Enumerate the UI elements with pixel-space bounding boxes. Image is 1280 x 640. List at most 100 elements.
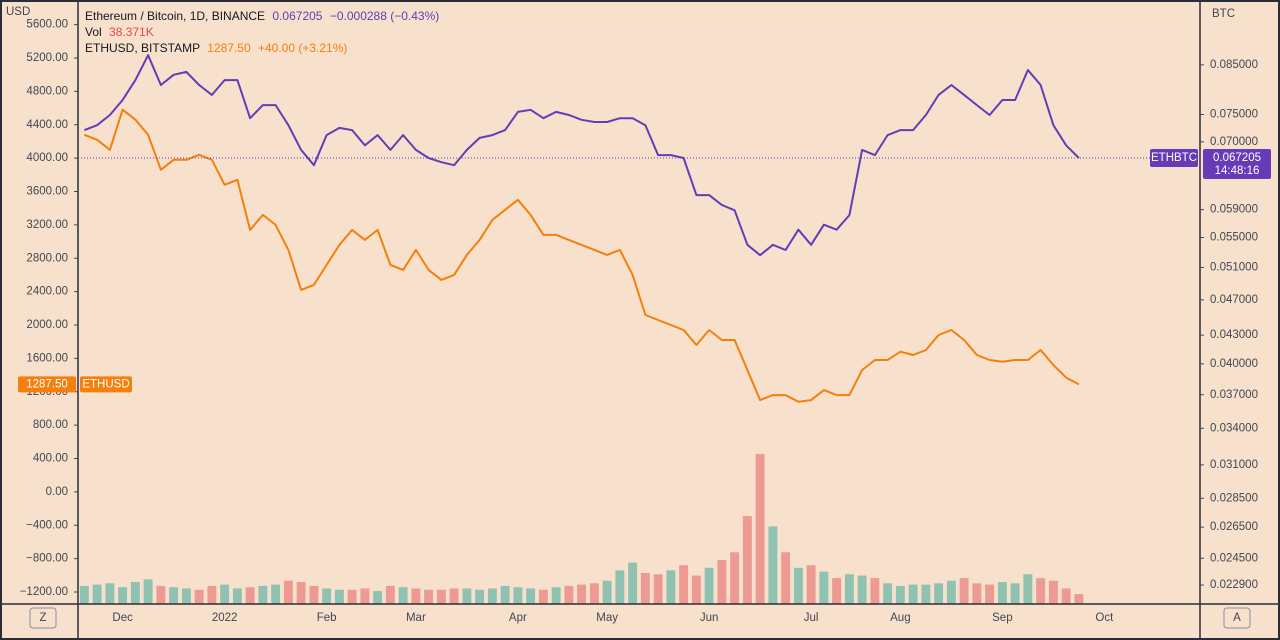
price-tag bbox=[18, 376, 76, 393]
volume-bar bbox=[730, 552, 740, 604]
legend-title: Ethereum / Bitcoin, 1D, BINANCE bbox=[85, 9, 265, 23]
volume-bar bbox=[181, 588, 191, 604]
volume-bar bbox=[577, 584, 587, 604]
volume-bar bbox=[500, 585, 510, 604]
volume-bar bbox=[105, 583, 115, 604]
x-tick-label: May bbox=[596, 612, 618, 624]
button-frame[interactable] bbox=[1223, 607, 1251, 629]
volume-bar bbox=[589, 583, 599, 604]
y2-axis-title: BTC bbox=[1212, 8, 1235, 20]
legend-price: 38.371K bbox=[109, 25, 154, 39]
y-tick-label: 2800.00 bbox=[26, 252, 68, 264]
legend-row: Vol 38.371K bbox=[85, 25, 154, 39]
price-tag-value: 0.067205 bbox=[1213, 152, 1261, 164]
volume-bar bbox=[283, 580, 293, 604]
y-tick-label: 4400.00 bbox=[26, 119, 68, 131]
volume-bar bbox=[679, 565, 689, 604]
volume-bar bbox=[194, 589, 204, 604]
auto-button[interactable]: A bbox=[1233, 612, 1241, 624]
price-tag-name: ETHUSD bbox=[82, 378, 129, 390]
volume-bar bbox=[755, 454, 765, 604]
volume-bar bbox=[742, 516, 752, 604]
volume-bar bbox=[424, 589, 434, 604]
volume-bar bbox=[1074, 594, 1084, 604]
x-tick-label: Apr bbox=[509, 612, 527, 624]
volume-bar bbox=[156, 585, 166, 604]
volume-bar bbox=[1048, 580, 1058, 604]
volume-bar bbox=[793, 567, 803, 604]
volume-bar bbox=[653, 574, 663, 604]
volume-bar bbox=[398, 587, 408, 604]
volume-bar bbox=[870, 578, 880, 604]
volume-bar bbox=[1061, 588, 1071, 604]
y-tick-label: −1200.00 bbox=[20, 586, 68, 598]
y2-tick-label: 0.037000 bbox=[1210, 389, 1258, 401]
volume-bar bbox=[309, 585, 319, 604]
x-tick-label: Sep bbox=[992, 612, 1012, 624]
y2-tick-label: 0.070000 bbox=[1210, 136, 1258, 148]
y-tick-label: 0.00 bbox=[46, 486, 68, 498]
x-tick-label: Jul bbox=[804, 612, 819, 624]
volume-bar bbox=[347, 589, 357, 604]
price-tag-name: ETHBTC bbox=[1151, 152, 1197, 164]
x-tick-label: Dec bbox=[112, 612, 133, 624]
y2-tick-label: 0.028500 bbox=[1210, 492, 1258, 504]
y-tick-label: −800.00 bbox=[26, 553, 68, 565]
y2-tick-label: 0.026500 bbox=[1210, 521, 1258, 533]
volume-bar bbox=[691, 575, 701, 604]
y2-tick-label: 0.040000 bbox=[1210, 358, 1258, 370]
y-tick-label: 4800.00 bbox=[26, 85, 68, 97]
volume-bar bbox=[296, 582, 306, 604]
x-tick-label: Aug bbox=[890, 612, 910, 624]
scale-button[interactable]: Z bbox=[39, 612, 46, 624]
volume-bar bbox=[985, 584, 995, 604]
volume-bar bbox=[207, 585, 217, 604]
volume-bar bbox=[806, 565, 816, 604]
y2-tick-label: 0.047000 bbox=[1210, 294, 1258, 306]
y2-tick-label: 0.075000 bbox=[1210, 109, 1258, 121]
y-tick-label: 400.00 bbox=[33, 453, 68, 465]
y2-tick-label: 0.043000 bbox=[1210, 329, 1258, 341]
volume-bar bbox=[959, 578, 969, 604]
y2-tick-label: 0.034000 bbox=[1210, 422, 1258, 434]
volume-bar bbox=[781, 552, 791, 604]
series-line bbox=[84, 54, 1080, 257]
legend-title: ETHUSD, BITSTAMP bbox=[85, 41, 200, 55]
y2-tick-label: 0.024500 bbox=[1210, 552, 1258, 564]
volume-bar bbox=[92, 584, 102, 604]
price-tag-value: 1287.50 bbox=[26, 378, 68, 390]
volume-bar bbox=[844, 574, 854, 604]
legend-price: 1287.50 bbox=[207, 41, 251, 55]
volume-bar bbox=[921, 584, 931, 604]
button-frame[interactable] bbox=[29, 607, 57, 629]
y2-tick-label: 0.022900 bbox=[1210, 579, 1258, 591]
volume-bar bbox=[271, 584, 281, 604]
volume-bar bbox=[385, 585, 395, 604]
volume-bar bbox=[526, 588, 536, 604]
volume-bar bbox=[462, 588, 472, 604]
volume-bar bbox=[118, 587, 128, 604]
volume-bar bbox=[487, 588, 497, 604]
volume-bar bbox=[1036, 578, 1046, 604]
legend-title: Vol bbox=[85, 25, 102, 39]
volume-bar bbox=[79, 585, 89, 604]
volume-bar bbox=[1023, 574, 1033, 604]
volume-bar bbox=[946, 580, 956, 604]
volume-bar bbox=[832, 578, 842, 604]
volume-bar bbox=[513, 587, 523, 604]
y-tick-label: 2400.00 bbox=[26, 286, 68, 298]
legend-price: 0.067205 bbox=[272, 9, 322, 23]
volume-bar bbox=[972, 583, 982, 604]
volume-bar bbox=[640, 572, 650, 604]
volume-bar bbox=[449, 588, 459, 604]
x-tick-label: Mar bbox=[406, 612, 426, 624]
x-tick-label: Oct bbox=[1095, 612, 1114, 624]
volume-bar bbox=[564, 585, 574, 604]
volume-bar bbox=[373, 591, 383, 604]
price-tag bbox=[1150, 149, 1198, 168]
volume-bar bbox=[436, 589, 446, 604]
volume-bar bbox=[895, 585, 905, 604]
y2-tick-label: 0.055000 bbox=[1210, 232, 1258, 244]
